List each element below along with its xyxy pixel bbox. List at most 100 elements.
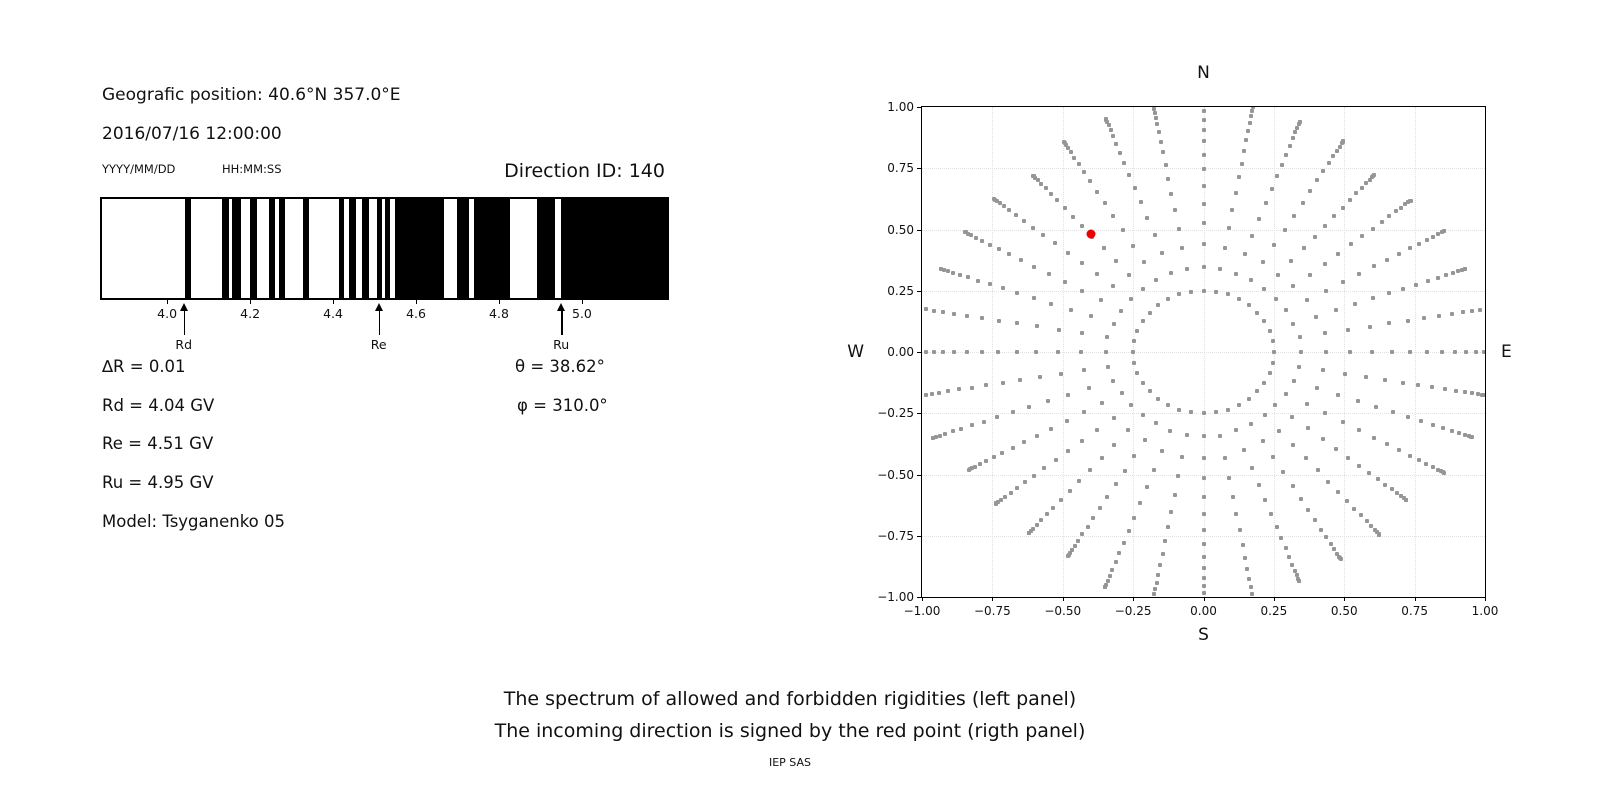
asymptotic-direction-dot: [1308, 188, 1313, 193]
asymptotic-direction-dot: [1213, 289, 1218, 294]
asymptotic-direction-dot: [1201, 566, 1206, 571]
asymptotic-direction-dot: [1417, 241, 1422, 246]
y-tick-label: 0.25: [887, 283, 914, 298]
asymptotic-direction-dot: [1256, 482, 1261, 487]
asymptotic-direction-dot: [1121, 540, 1126, 545]
asymptotic-direction-dot: [1015, 291, 1020, 296]
asymptotic-direction-dot: [991, 455, 996, 460]
asymptotic-direction-dot: [1273, 297, 1278, 302]
asymptotic-direction-dot: [1425, 278, 1430, 283]
asymptotic-direction-dot: [1453, 388, 1458, 393]
asymptotic-direction-dot: [1122, 161, 1127, 166]
x-tick-label: 0.75: [1401, 604, 1428, 618]
cutoff-arrow-stem: [378, 311, 381, 335]
asymptotic-direction-dot: [1321, 169, 1326, 174]
y-tick-label: 0.50: [887, 222, 914, 237]
asymptotic-direction-dot: [1306, 508, 1311, 513]
x-axis-tick: [1414, 597, 1416, 601]
spectrum-axis-tick: [498, 300, 500, 304]
asymptotic-direction-dot: [1080, 289, 1085, 294]
asymptotic-direction-dot: [1303, 456, 1308, 461]
incoming-direction-red-point: [1086, 229, 1096, 239]
asymptotic-direction-dot: [1414, 282, 1419, 287]
x-axis-tick: [1485, 597, 1486, 601]
asymptotic-direction-dot: [1034, 324, 1039, 329]
y-tick-label: −0.75: [877, 528, 914, 543]
asymptotic-direction-dot: [1242, 447, 1247, 452]
asymptotic-direction-dot: [1357, 428, 1362, 433]
asymptotic-direction-dot: [1462, 432, 1467, 437]
asymptotic-direction-dot: [1419, 418, 1424, 423]
asymptotic-direction-dot: [1300, 200, 1305, 205]
asymptotic-direction-dot: [1072, 544, 1077, 549]
allowed-band: [185, 199, 192, 298]
asymptotic-direction-dot: [1107, 574, 1112, 579]
asymptotic-direction-dot: [1279, 162, 1284, 167]
asymptotic-direction-dot: [1370, 296, 1375, 301]
y-tick-label: 0.00: [887, 345, 914, 359]
asymptotic-direction-dot: [952, 350, 957, 354]
asymptotic-direction-dot: [1287, 555, 1292, 560]
asymptotic-direction-dot: [1416, 458, 1421, 463]
asymptotic-direction-dot: [1113, 560, 1118, 565]
asymptotic-direction-dot: [1043, 186, 1048, 191]
asymptotic-direction-dot: [1010, 410, 1015, 415]
asymptotic-direction-dot: [1347, 350, 1352, 354]
asymptotic-direction-dot: [1039, 181, 1044, 186]
asymptotic-direction-dot: [1201, 139, 1206, 144]
cutoff-label: Re: [370, 337, 387, 352]
spectrum-tick-label: 4.4: [323, 306, 343, 321]
asymptotic-direction-dot: [1184, 267, 1189, 272]
asymptotic-direction-dot: [1430, 465, 1435, 470]
asymptotic-direction-dot: [1069, 548, 1074, 553]
allowed-band: [268, 199, 275, 298]
asymptotic-direction-dot: [1469, 434, 1474, 439]
asymptotic-direction-dot: [1095, 189, 1100, 194]
x-axis-tick: [1133, 597, 1135, 601]
asymptotic-direction-dot: [965, 231, 970, 236]
asymptotic-direction-dot: [1341, 138, 1346, 143]
asymptotic-direction-dot: [1442, 387, 1447, 392]
asymptotic-direction-dot: [1430, 385, 1435, 390]
asymptotic-direction-dot: [1142, 438, 1147, 443]
asymptotic-direction-dot: [1106, 123, 1111, 128]
asymptotic-direction-dot: [1408, 350, 1413, 354]
asymptotic-direction-dot: [1034, 433, 1039, 438]
stat-rd: Rd = 4.04 GV: [102, 396, 215, 415]
asymptotic-direction-dot: [1076, 162, 1081, 167]
asymptotic-direction-dot: [1141, 287, 1146, 292]
asymptotic-direction-dot: [1466, 433, 1471, 438]
asymptotic-direction-dot: [1119, 308, 1124, 313]
asymptotic-direction-dot: [1374, 404, 1379, 409]
asymptotic-direction-dot: [1449, 311, 1454, 316]
asymptotic-direction-dot: [1201, 495, 1206, 500]
asymptotic-direction-dot: [1049, 191, 1053, 196]
asymptotic-direction-dot: [1250, 108, 1255, 113]
allowed-band: [232, 199, 242, 298]
asymptotic-direction-dot: [1431, 234, 1436, 239]
asymptotic-direction-dot: [1035, 178, 1040, 183]
asymptotic-direction-dot: [1079, 350, 1084, 354]
asymptotic-direction-dot: [1335, 551, 1340, 556]
asymptotic-direction-dot: [969, 423, 974, 428]
asymptotic-direction-dot: [1273, 402, 1278, 407]
asymptotic-direction-dot: [1405, 414, 1410, 419]
asymptotic-direction-dot: [1095, 427, 1100, 432]
asymptotic-direction-dot: [1140, 319, 1145, 324]
asymptotic-direction-dot: [1184, 433, 1189, 438]
asymptotic-direction-dot: [959, 426, 964, 431]
asymptotic-direction-dot: [1172, 208, 1177, 213]
cutoff-arrow-head: [374, 303, 383, 311]
asymptotic-direction-dot: [980, 316, 985, 321]
spectrum-axis-tick: [333, 300, 335, 304]
asymptotic-direction-dot: [1424, 237, 1429, 242]
asymptotic-direction-dot: [1283, 546, 1288, 551]
asymptotic-direction-dot: [1014, 213, 1019, 218]
asymptotic-direction-dot: [1408, 198, 1413, 203]
y-axis-tick: [917, 352, 921, 353]
asymptotic-direction-dot: [952, 311, 957, 316]
grid-line-vertical: [1414, 107, 1416, 597]
asymptotic-direction-dot: [1390, 409, 1395, 414]
asymptotic-direction-dot: [1110, 378, 1115, 383]
asymptotic-direction-dot: [1125, 428, 1130, 433]
